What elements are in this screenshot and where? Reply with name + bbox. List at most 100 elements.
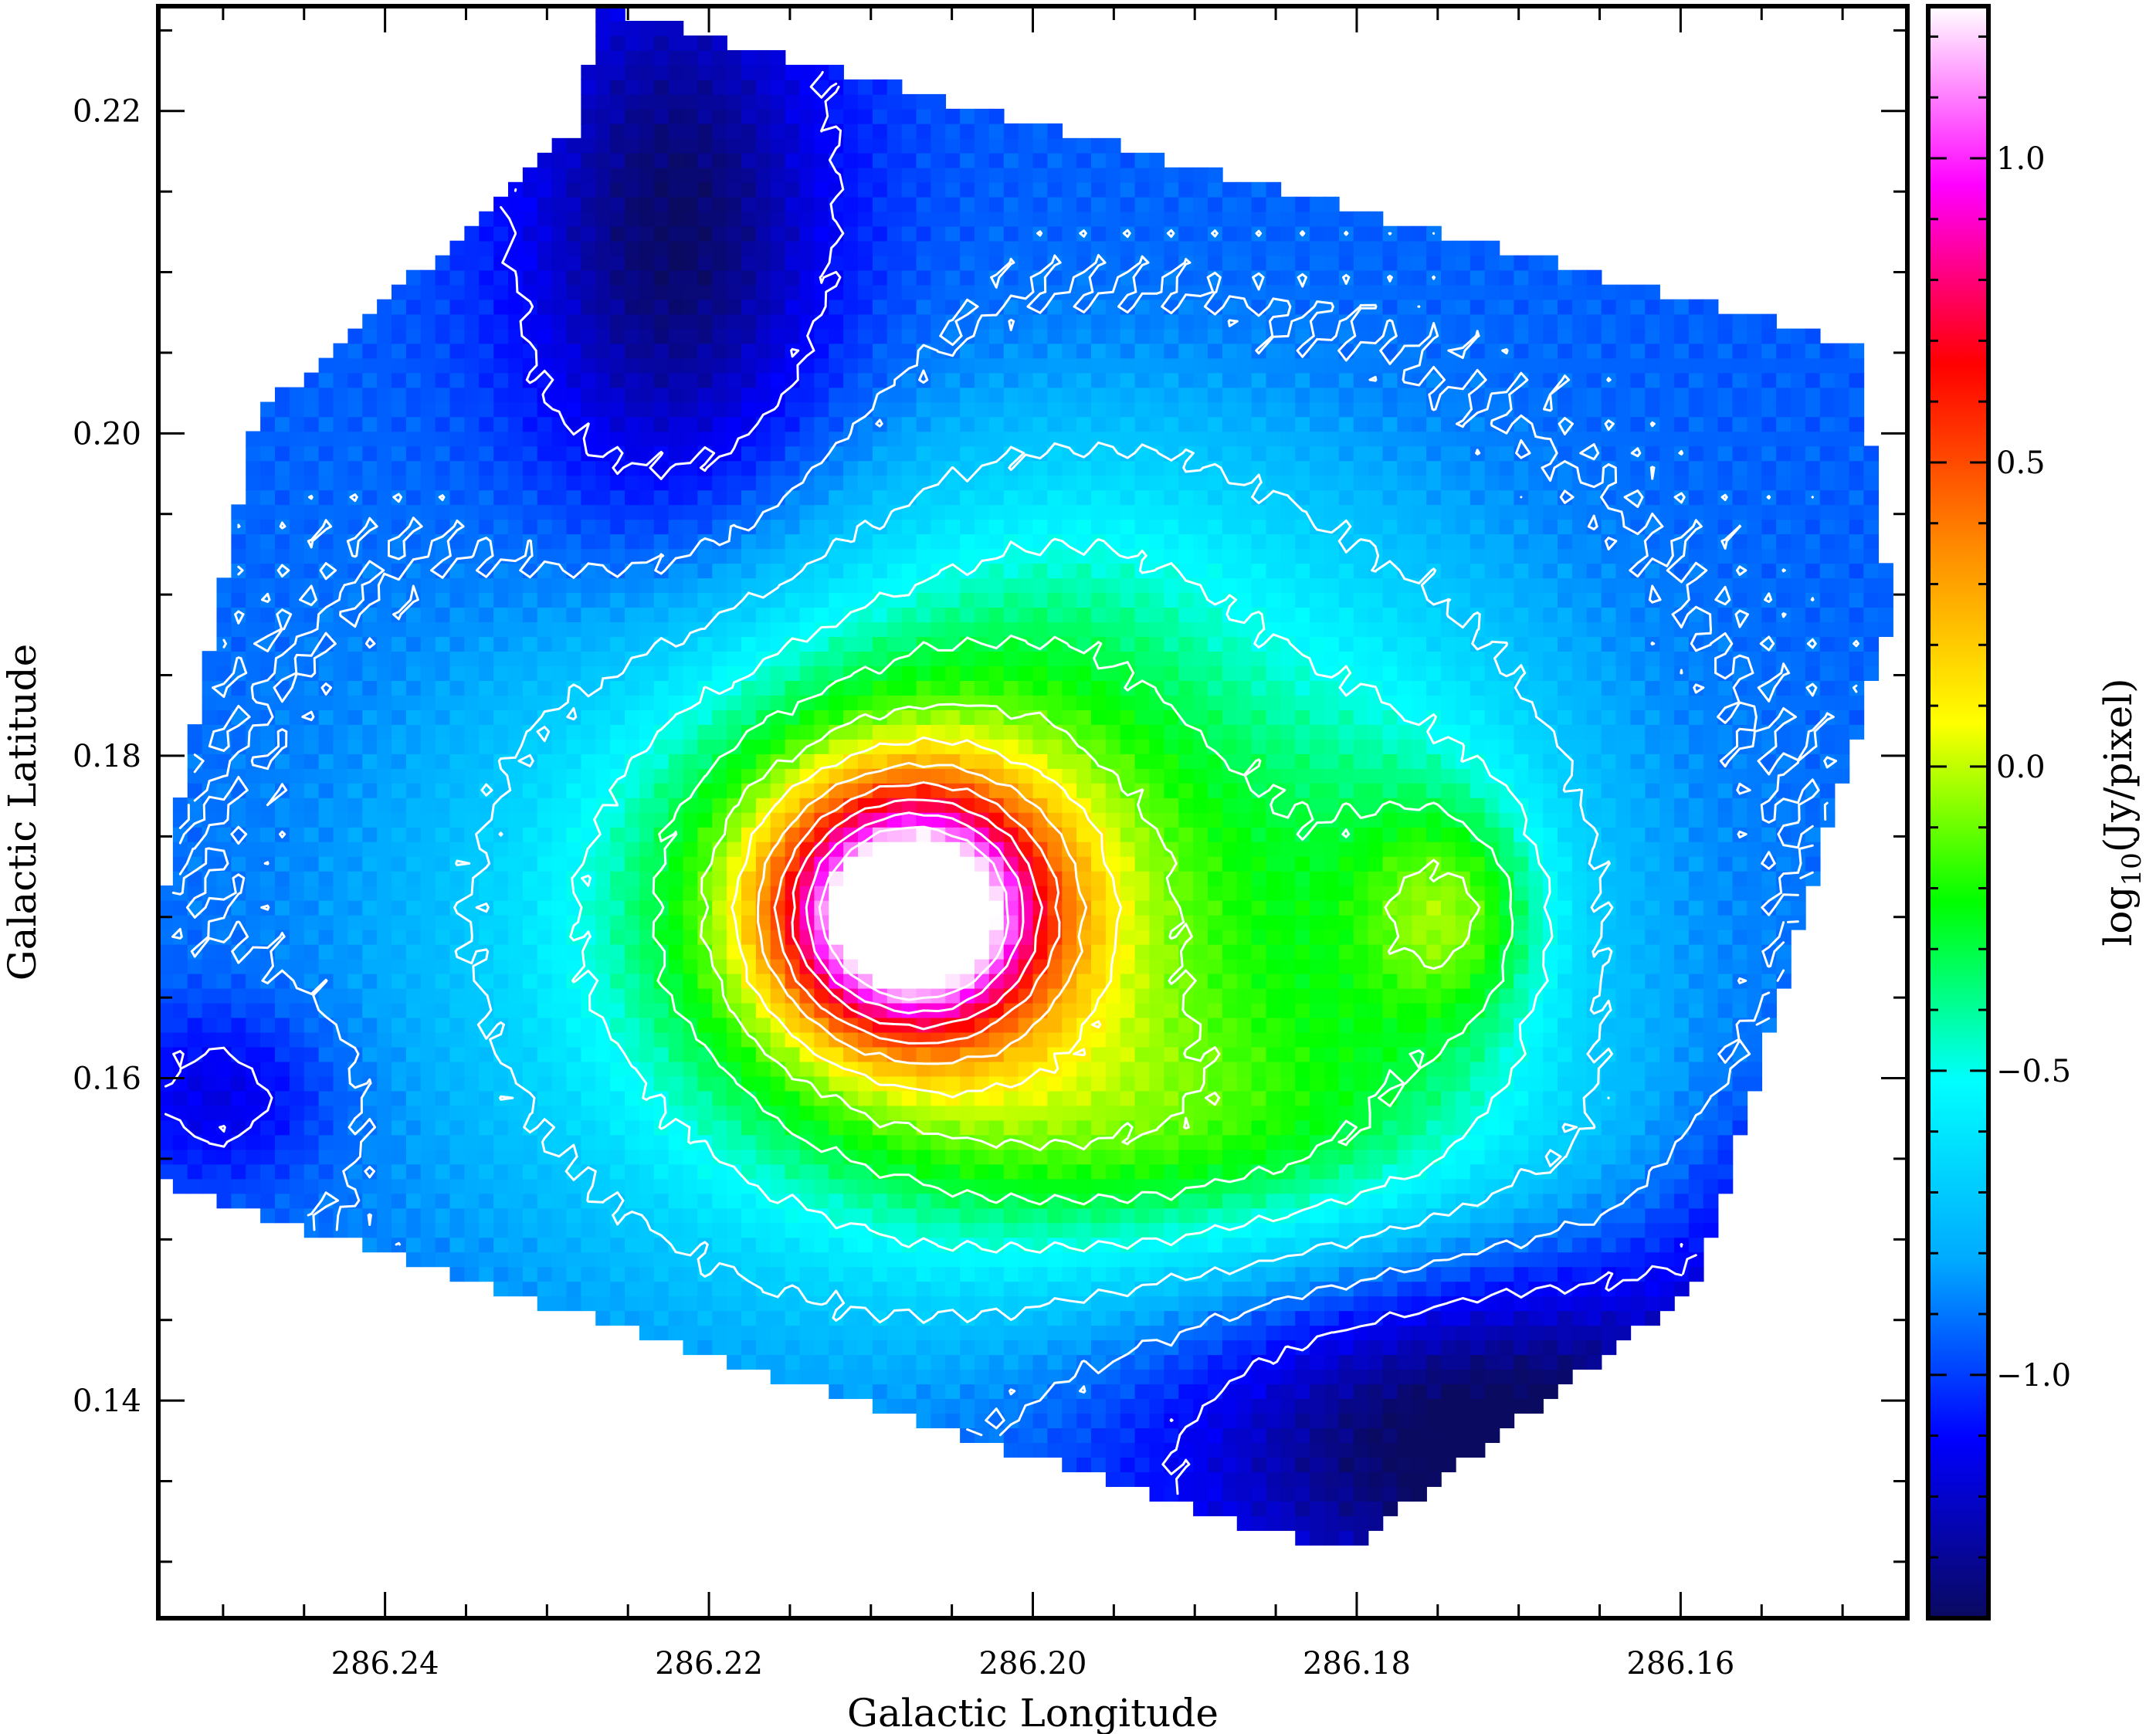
heatmap-cell [1164,1369,1179,1384]
heatmap-cell [1587,1354,1602,1370]
heatmap-cell [1397,739,1412,754]
heatmap-cell [1091,1164,1107,1180]
heatmap-cell [873,1194,888,1209]
heatmap-cell [1470,798,1486,813]
heatmap-cell [1354,842,1369,857]
heatmap-cell [1062,988,1077,1004]
heatmap-cell [887,739,903,754]
heatmap-cell [1193,1472,1209,1487]
heatmap-cell [1208,812,1223,828]
heatmap-cell [362,988,378,1004]
heatmap-cell [1500,768,1515,784]
heatmap-cell [436,798,451,813]
heatmap-cell [741,1208,757,1224]
heatmap-cell [1412,768,1427,784]
heatmap-cell [1295,1194,1310,1209]
heatmap-cell [217,1164,232,1180]
heatmap-cell [1106,754,1121,769]
heatmap-cell [1616,944,1632,960]
heatmap-cell [1659,1076,1675,1092]
heatmap-cell [712,1164,727,1180]
heatmap-cell [1528,783,1544,798]
heatmap-cell [814,1251,829,1267]
heatmap-cell [392,1091,407,1106]
heatmap-cell [1266,1266,1282,1282]
heatmap-cell [1295,1266,1310,1282]
heatmap-cell [1091,930,1107,945]
heatmap-cell [1120,1091,1136,1106]
heatmap-cell [800,1325,815,1340]
heatmap-cell [1412,1281,1427,1296]
heatmap-cell [362,886,378,901]
heatmap-cell [1456,768,1471,784]
heatmap-cell [290,1062,305,1077]
heatmap-cell [173,812,188,828]
heatmap-cell [1193,1208,1209,1224]
heatmap-cell [873,1150,888,1165]
heatmap-cell [1514,1383,1529,1399]
heatmap-cell [1339,1428,1354,1443]
heatmap-cell [960,1120,975,1136]
heatmap-cell [1514,1325,1529,1340]
heatmap-cell [1470,1062,1486,1077]
heatmap-cell [581,1091,596,1106]
heatmap-cell [552,798,568,813]
heatmap-cell [945,1413,961,1428]
heatmap-cell [1747,959,1762,974]
heatmap-cell [1397,1354,1412,1370]
heatmap-cell [1659,1208,1675,1224]
heatmap-cell [1062,900,1077,916]
heatmap-cell [639,1032,655,1048]
heatmap-cell [1120,900,1136,916]
heatmap-cell [231,1179,246,1194]
heatmap-cell [552,856,568,872]
heatmap-cell [1630,1281,1646,1296]
heatmap-cell [1397,783,1412,798]
heatmap-cell [1689,827,1704,842]
heatmap-cell [1354,1442,1369,1458]
heatmap-cell [188,1047,203,1062]
heatmap-cell [1280,798,1296,813]
heatmap-cell [1193,1164,1209,1180]
heatmap-cell [1310,1120,1325,1136]
heatmap-cell [1500,754,1515,769]
heatmap-cell [1587,1295,1602,1311]
heatmap-cell [975,1383,990,1399]
heatmap-cell [1747,915,1762,930]
heatmap-cell [1091,1091,1107,1106]
heatmap-cell [902,1003,917,1018]
heatmap-cell [173,915,188,930]
heatmap-cell [377,827,392,842]
heatmap-cell [347,783,363,798]
heatmap-cell [1178,1281,1194,1296]
heatmap-cell [712,1194,727,1209]
heatmap-cell [741,1222,757,1238]
heatmap-cell [1500,1266,1515,1282]
heatmap-cell [829,1251,844,1267]
heatmap-cell [625,1135,640,1150]
heatmap-cell [552,827,568,842]
heatmap-cell [246,1164,261,1180]
heatmap-cell [1703,974,1719,989]
heatmap-cell [1222,900,1238,916]
heatmap-cell [625,1237,640,1252]
heatmap-cell [1004,768,1019,784]
heatmap-cell [1091,1222,1107,1238]
heatmap-cell [1500,1398,1515,1414]
heatmap-cell [290,1106,305,1121]
heatmap-cell [217,974,232,989]
heatmap-cell [1572,1354,1588,1370]
heatmap-cell [1659,871,1675,886]
heatmap-cell [1616,1222,1632,1238]
heatmap-cell [1500,724,1515,740]
heatmap-cell [1354,724,1369,740]
heatmap-cell [829,1194,844,1209]
heatmap-cell [756,1120,771,1136]
heatmap-cell [1150,856,1165,872]
heatmap-cell [1383,1457,1398,1472]
heatmap-cell [1528,1047,1544,1062]
heatmap-cell [1587,959,1602,974]
heatmap-cell [1150,915,1165,930]
heatmap-cell [814,1091,829,1106]
heatmap-cell [537,871,553,886]
